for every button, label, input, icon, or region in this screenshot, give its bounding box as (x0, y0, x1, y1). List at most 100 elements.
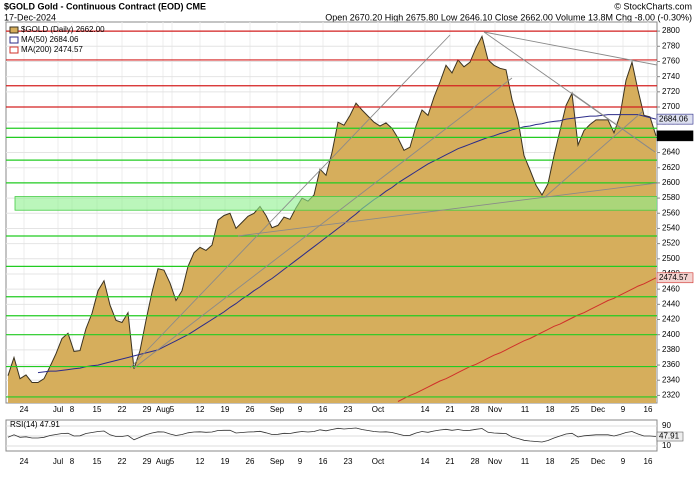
trendline (133, 77, 513, 369)
y-tick-label: 2340 (662, 375, 680, 384)
x-tick-label: 25 (571, 457, 580, 466)
y-tick-label: 2460 (662, 284, 680, 293)
legend-swatch (9, 36, 19, 44)
last-value-label: 2684.06 (659, 114, 688, 123)
x-tick-label: 24 (20, 457, 29, 466)
trendline (129, 34, 451, 369)
x-tick-label: Aug (156, 405, 170, 414)
x-tick-label: Oct (372, 405, 385, 414)
y-tick-label: 2800 (662, 26, 680, 35)
x-tick-label: 12 (196, 405, 205, 414)
x-tick-label: 16 (644, 405, 653, 414)
x-tick-label: 9 (298, 457, 303, 466)
x-tick-label: 21 (446, 405, 455, 414)
last-value-box (656, 113, 694, 125)
y-tick-label: 2740 (662, 72, 680, 81)
ma-line (37, 114, 657, 374)
legend-entry: MA(50) 2684.06 (21, 35, 79, 44)
x-tick-label: 16 (319, 457, 328, 466)
credit: © StockCharts.com (614, 1, 692, 11)
x-tick-label: 11 (521, 457, 530, 466)
y-tick-label: 2440 (662, 299, 680, 308)
x-tick-label: Dec (591, 457, 605, 466)
ma-line (397, 277, 657, 402)
x-tick-label: 5 (170, 405, 175, 414)
rsi-tick-label: 10 (662, 441, 671, 450)
trendline (571, 92, 653, 151)
y-tick-label: 2580 (662, 193, 680, 202)
rsi-value-label: 47.91 (659, 432, 680, 441)
trendline (544, 111, 643, 198)
y-tick-label: 2380 (662, 345, 680, 354)
y-tick-label: 2600 (662, 178, 680, 187)
x-tick-label: 29 (143, 457, 152, 466)
rsi-name: RSI(14) (10, 420, 38, 429)
x-tick-label: 8 (70, 457, 75, 466)
x-tick-label: 28 (471, 405, 480, 414)
x-tick-label: 23 (344, 405, 353, 414)
rsi-tick-label: 90 (662, 421, 671, 430)
x-tick-label: 16 (319, 405, 328, 414)
y-tick-label: 2360 (662, 360, 680, 369)
y-tick-label: 2420 (662, 315, 680, 324)
x-tick-label: 12 (196, 457, 205, 466)
x-tick-label: 26 (246, 405, 255, 414)
y-tick-label: 2720 (662, 87, 680, 96)
legend-swatch (9, 26, 19, 34)
x-tick-label: 9 (298, 405, 303, 414)
x-tick-label: 19 (221, 405, 230, 414)
x-tick-label: Aug (156, 457, 170, 466)
last-value-box (656, 130, 694, 142)
x-tick-label: 18 (546, 457, 555, 466)
x-tick-label: 28 (471, 457, 480, 466)
x-tick-label: 22 (118, 457, 127, 466)
y-tick-label: 2540 (662, 224, 680, 233)
y-tick-label: 2780 (662, 41, 680, 50)
legend-name: MA(50) (21, 35, 48, 44)
chart-title: $GOLD Gold - Continuous Contract (EOD) C… (4, 1, 206, 11)
support-band (14, 196, 657, 211)
x-tick-label: 29 (143, 405, 152, 414)
last-value-label: 2662.00 (659, 131, 688, 140)
rsi-value: 47.91 (40, 420, 61, 429)
x-tick-label: 8 (70, 405, 75, 414)
x-tick-label: 22 (118, 405, 127, 414)
y-tick-label: 2320 (662, 391, 680, 400)
x-tick-label: Jul (53, 457, 63, 466)
y-tick-label: 2700 (662, 102, 680, 111)
y-tick-label: 2620 (662, 163, 680, 172)
x-tick-label: 24 (20, 405, 29, 414)
legend-value: 2662.00 (76, 25, 105, 34)
x-tick-label: Sep (270, 457, 285, 466)
x-tick-label: 15 (93, 405, 102, 414)
x-tick-label: 9 (621, 457, 626, 466)
y-tick-label: 2760 (662, 57, 680, 66)
x-tick-label: Nov (488, 457, 502, 466)
x-tick-label: 16 (644, 457, 653, 466)
legend-value: 2474.57 (54, 45, 83, 54)
y-tick-label: 2640 (662, 148, 680, 157)
rsi-legend: RSI(14) 47.91 (10, 420, 60, 429)
x-tick-label: Dec (591, 405, 605, 414)
x-tick-label: 18 (546, 405, 555, 414)
x-tick-label: Oct (372, 457, 385, 466)
x-tick-label: Sep (270, 405, 285, 414)
x-tick-label: 21 (446, 457, 455, 466)
x-tick-label: 26 (246, 457, 255, 466)
rsi-value-box (656, 431, 684, 442)
quote: Open 2670.20 High 2675.80 Low 2646.10 Cl… (325, 12, 692, 22)
y-tick-label: 2400 (662, 330, 680, 339)
y-tick-label: 2500 (662, 254, 680, 263)
x-tick-label: Nov (488, 405, 502, 414)
trendline (483, 31, 657, 66)
trendline (237, 182, 657, 237)
legend-value: 2684.06 (49, 35, 78, 44)
x-tick-label: 25 (571, 405, 580, 414)
chart-date: 17-Dec-2024 (4, 12, 56, 22)
x-tick-label: Jul (53, 405, 63, 414)
x-tick-label: 5 (170, 457, 175, 466)
legend-name: MA(200) (21, 45, 52, 54)
x-tick-label: 9 (621, 405, 626, 414)
